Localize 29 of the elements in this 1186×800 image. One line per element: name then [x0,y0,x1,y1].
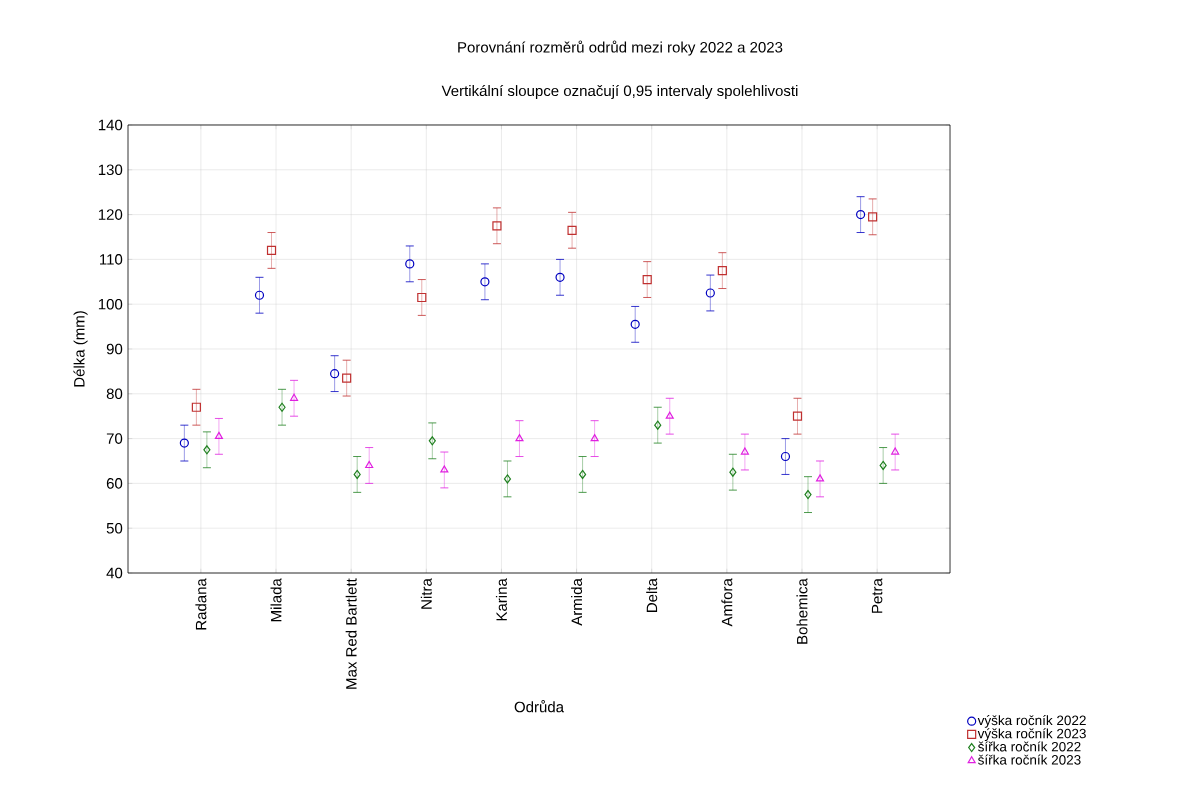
x-tick-label: Delta [646,578,658,612]
legend-label: šířka ročník 2023 [978,754,1081,765]
x-tick-label: Bohemica [796,578,808,644]
legend-label: výška ročník 2022 [977,715,1086,728]
x-tick-label: Amfora [721,578,733,627]
y-tick-label: 70 [106,433,123,444]
y-tick-label: 60 [106,478,123,489]
x-axis-title: Odrůda [514,700,565,713]
legend-label: výška ročník 2023 [977,728,1086,741]
y-tick-label: 130 [98,164,123,176]
x-tick-label: Nitra [420,578,432,609]
y-tick-label: 120 [98,209,123,220]
x-tick-label: Karina [495,578,507,621]
x-tick-label: Max Red Bartlett [345,578,357,689]
x-tick-label: Armida [571,578,583,626]
x-tick-label: Petra [871,578,883,613]
y-tick-label: 140 [98,119,123,131]
y-tick-label: 80 [106,388,123,400]
chart-subtitle: Vertikální sloupce označují 0,95 intervaly spolehlivosti [441,84,798,100]
x-tick-label: Milada [270,578,282,622]
y-tick-label: 100 [98,298,123,310]
y-tick-label: 40 [106,567,123,579]
y-tick-label: 90 [106,343,123,355]
y-tick-label: 110 [100,254,123,265]
legend-label: šířka ročník 2022 [978,741,1081,752]
chart-title: Porovnání rozměrů odrůd mezi roky 2022 a 2023 [458,40,783,56]
y-tick-label: 50 [106,522,123,534]
x-tick-label: Radana [195,578,207,630]
y-axis-title: Délka (mm) [73,311,88,387]
